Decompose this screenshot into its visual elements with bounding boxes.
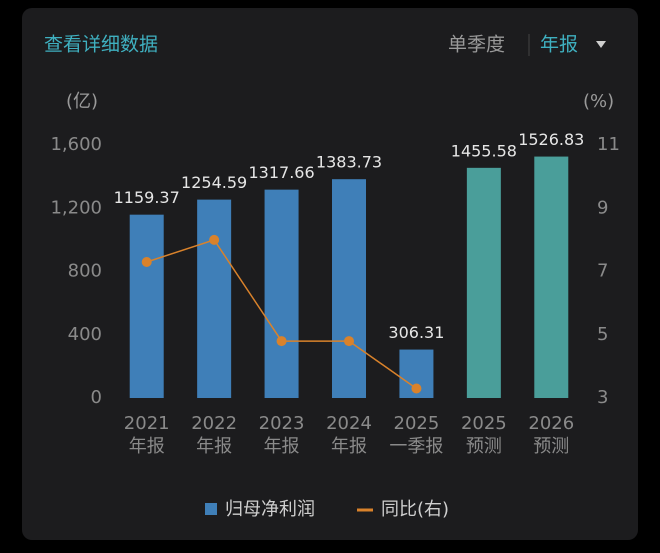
x-tick-label: 2021 — [124, 413, 170, 434]
legend-label: 归母净利润 — [225, 499, 315, 520]
y2-tick-label: 7 — [597, 261, 608, 282]
legend-swatch — [205, 503, 217, 515]
y2-tick-label: 3 — [597, 387, 608, 408]
x-tick-label: 2025 — [394, 413, 440, 434]
detail-link[interactable]: 查看详细数据 — [44, 34, 158, 56]
x-tick-label: 2022 — [191, 413, 237, 434]
value-label: 1317.66 — [248, 163, 314, 182]
x-tick-label: 2024 — [326, 413, 372, 434]
quarter-toggle[interactable]: 单季度 — [448, 34, 505, 56]
value-label: 1455.58 — [451, 141, 517, 160]
y-tick-label: 1,200 — [50, 197, 102, 218]
x-tick-label: 2025 — [461, 413, 507, 434]
bar — [197, 199, 232, 398]
bar — [264, 189, 299, 398]
value-label: 1526.83 — [518, 130, 584, 149]
y-tick-label: 400 — [68, 324, 102, 345]
x-tick-label: 年报 — [331, 436, 367, 457]
value-label: 1159.37 — [114, 188, 180, 207]
y2-tick-label: 9 — [597, 197, 608, 218]
y-tick-label: 1,600 — [50, 134, 102, 155]
y-unit: (亿) — [66, 91, 98, 112]
yoy-point — [209, 234, 220, 245]
y2-unit: (%) — [583, 91, 614, 112]
dropdown-arrow[interactable] — [596, 41, 606, 48]
bar — [129, 214, 164, 398]
annual-toggle[interactable]: 年报 — [540, 34, 578, 56]
value-label: 306.31 — [388, 323, 444, 342]
y-tick-label: 800 — [68, 261, 102, 282]
value-label: 1254.59 — [181, 173, 247, 192]
y2-tick-label: 11 — [597, 134, 620, 155]
x-tick-label: 年报 — [196, 436, 232, 457]
x-tick-label: 2026 — [528, 413, 574, 434]
x-tick-label: 年报 — [264, 436, 300, 457]
bar — [332, 179, 366, 398]
y-tick-label: 0 — [91, 387, 102, 408]
x-tick-label: 预测 — [533, 436, 569, 457]
x-tick-label: 2023 — [259, 413, 305, 434]
x-tick-label: 年报 — [129, 436, 165, 457]
legend-label: 同比(右) — [381, 499, 449, 520]
bar — [534, 156, 569, 398]
value-label: 1383.73 — [316, 153, 382, 172]
bar — [466, 167, 501, 398]
x-tick-label: 一季报 — [389, 436, 443, 457]
yoy-point — [276, 336, 287, 347]
yoy-point — [411, 383, 422, 394]
yoy-point — [344, 336, 354, 347]
yoy-point — [141, 257, 152, 268]
card-bg — [22, 8, 638, 540]
y2-tick-label: 5 — [597, 324, 608, 345]
x-tick-label: 预测 — [466, 436, 502, 457]
